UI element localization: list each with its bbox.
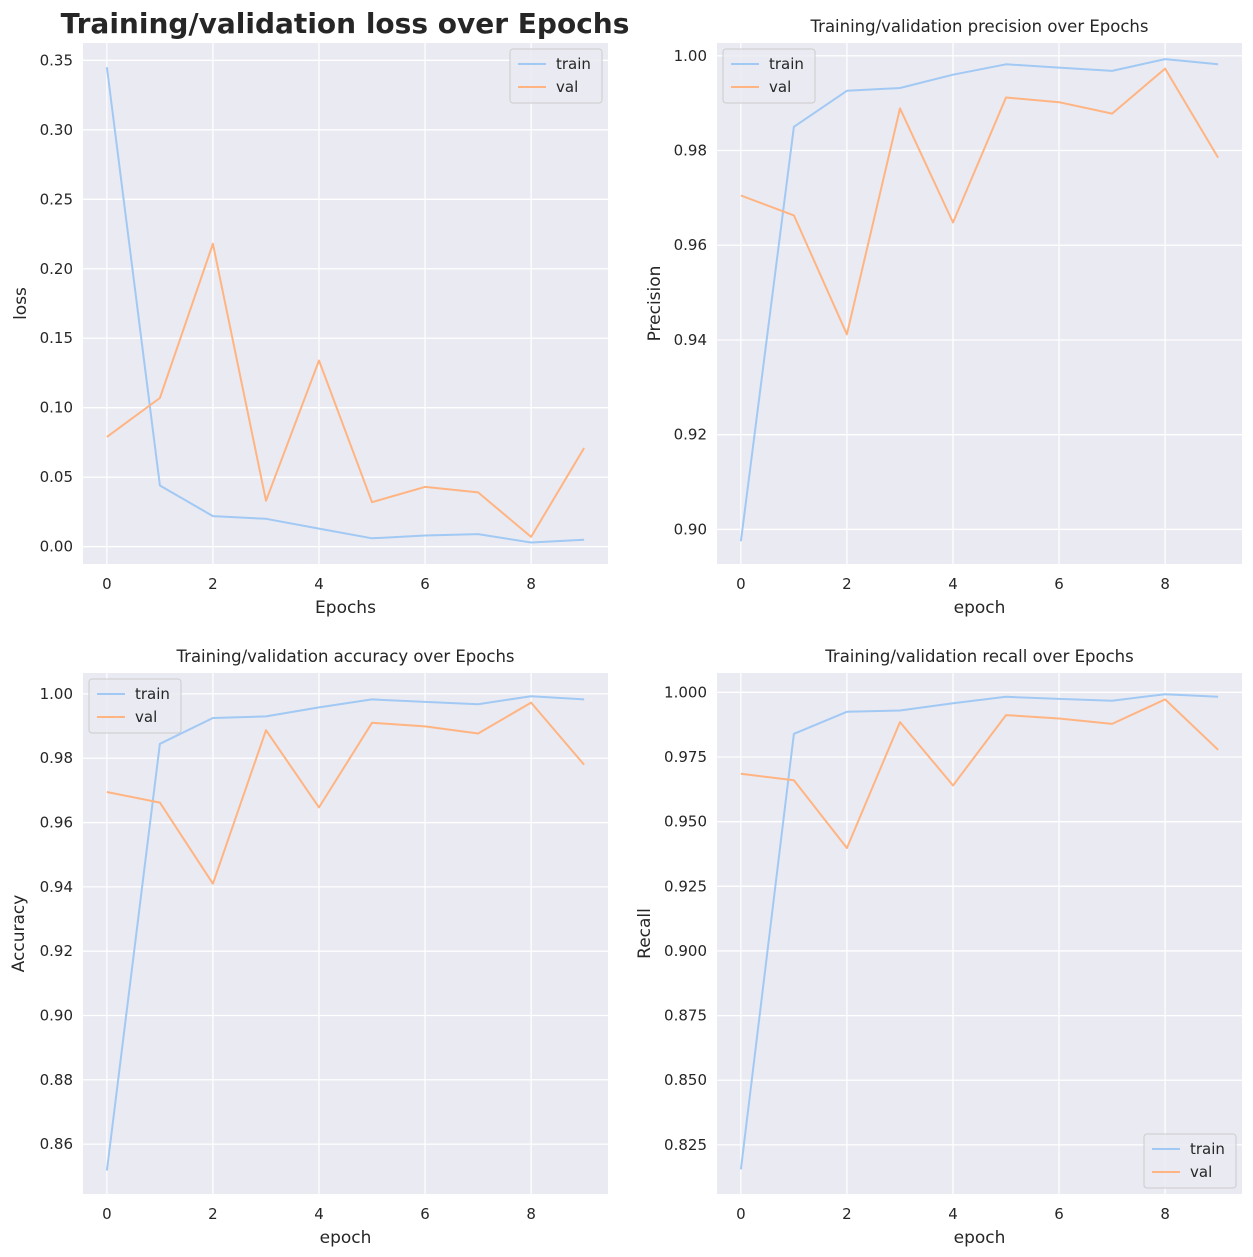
legend-label-train-1: train — [769, 55, 804, 73]
y-axis-label-0: loss — [11, 287, 31, 320]
series-line-val-3 — [740, 698, 1219, 849]
legend-box-0 — [509, 48, 603, 104]
legend-label-val-1: val — [769, 78, 791, 96]
x-tick-label-0-0: 0 — [102, 575, 112, 593]
legend-0: train val — [509, 48, 603, 104]
chart-title-3: Training/validation recall over Epochs — [824, 647, 1133, 666]
series-line-train-3 — [739, 693, 1219, 1170]
y-tick-label-3-3: 0.900 — [664, 942, 707, 960]
plot-area-2 — [83, 673, 608, 1194]
y-tick-label-3-1: 0.850 — [664, 1071, 707, 1089]
series-line-train-2 — [105, 695, 585, 1171]
y-tick-label-2-2: 0.90 — [40, 1007, 73, 1025]
x-axis-label-2: epoch — [320, 1228, 372, 1248]
x-tick-label-1-1: 2 — [842, 575, 852, 593]
y-tick-label-3-6: 0.975 — [664, 748, 707, 766]
x-tick-label-2-3: 6 — [420, 1205, 430, 1223]
legend-2: train val — [88, 678, 182, 734]
y-tick-label-0-3: 0.15 — [40, 329, 73, 347]
x-tick-label-0-4: 8 — [526, 575, 536, 593]
y-tick-label-0-5: 0.25 — [40, 190, 73, 208]
y-tick-label-3-4: 0.925 — [664, 877, 707, 895]
chart-title-1: Training/validation precision over Epoch… — [810, 17, 1149, 36]
legend-3: train val — [1143, 1133, 1237, 1189]
chart-title-2: Training/validation accuracy over Epochs — [176, 647, 515, 666]
x-tick-label-1-3: 6 — [1054, 575, 1064, 593]
y-tick-label-0-4: 0.20 — [40, 260, 73, 278]
legend-label-train-3: train — [1190, 1140, 1225, 1158]
legend-box-3 — [1143, 1133, 1237, 1189]
y-tick-label-3-0: 0.825 — [664, 1136, 707, 1154]
x-tick-label-0-1: 2 — [208, 575, 218, 593]
plot-area-3 — [717, 673, 1242, 1194]
y-tick-label-2-7: 1.00 — [40, 685, 73, 703]
x-tick-label-1-4: 8 — [1160, 575, 1170, 593]
legend-label-val-0: val — [556, 78, 578, 96]
legend-1: train val — [722, 48, 816, 104]
y-tick-label-2-6: 0.98 — [40, 749, 73, 767]
y-tick-label-3-5: 0.950 — [664, 813, 707, 831]
y-tick-label-3-7: 1.000 — [664, 683, 707, 701]
x-axis-label-1: epoch — [954, 598, 1006, 618]
y-tick-label-2-5: 0.96 — [40, 814, 73, 832]
legend-label-train-0: train — [556, 55, 591, 73]
y-tick-label-1-1: 0.92 — [674, 426, 707, 444]
y-tick-label-1-5: 1.00 — [674, 47, 707, 65]
legend-box-2 — [88, 678, 182, 734]
plot-area-1 — [717, 43, 1242, 564]
x-tick-label-1-2: 4 — [948, 575, 958, 593]
x-tick-label-1-0: 0 — [736, 575, 746, 593]
y-tick-label-1-4: 0.98 — [674, 142, 707, 160]
x-tick-label-2-0: 0 — [102, 1205, 112, 1223]
x-tick-label-2-2: 4 — [314, 1205, 324, 1223]
legend-label-train-2: train — [135, 685, 170, 703]
chart-panel-0: 0 2 4 6 8 0.00 0.05 0.10 0.15 0.20 0.25 0.30 0.35 Tra… — [11, 7, 629, 618]
y-tick-label-3-2: 0.875 — [664, 1007, 707, 1025]
y-tick-label-0-0: 0.00 — [40, 538, 73, 556]
series-line-val-2 — [106, 701, 585, 885]
chart-panel-3: 0 2 4 6 8 0.825 0.850 0.875 0.900 0.925 0.950 0.975… — [635, 647, 1242, 1248]
x-tick-label-0-2: 4 — [314, 575, 324, 593]
legend-box-1 — [722, 48, 816, 104]
y-tick-label-0-6: 0.30 — [40, 121, 73, 139]
chart-title-0: Training/validation loss over Epochs — [61, 7, 630, 40]
legend-label-val-3: val — [1190, 1163, 1212, 1181]
series-line-train-1 — [739, 58, 1219, 542]
chart-panel-2: 0 2 4 6 8 0.86 0.88 0.90 0.92 0.94 0.96 0.98 1.00 Tra… — [9, 647, 608, 1248]
y-tick-label-2-1: 0.88 — [40, 1071, 73, 1089]
x-tick-label-3-1: 2 — [842, 1205, 852, 1223]
x-tick-label-3-2: 4 — [948, 1205, 958, 1223]
series-line-train-0 — [105, 67, 585, 544]
x-axis-label-3: epoch — [954, 1228, 1006, 1248]
x-tick-label-2-4: 8 — [526, 1205, 536, 1223]
y-axis-label-1: Precision — [645, 266, 665, 342]
y-tick-label-2-3: 0.92 — [40, 942, 73, 960]
series-line-val-0 — [106, 242, 585, 538]
x-axis-label-0: Epochs — [315, 598, 376, 618]
legend-label-val-2: val — [135, 708, 157, 726]
x-tick-label-3-3: 6 — [1054, 1205, 1064, 1223]
y-tick-label-0-1: 0.05 — [40, 468, 73, 486]
x-tick-label-3-0: 0 — [736, 1205, 746, 1223]
y-tick-label-1-3: 0.96 — [674, 236, 707, 254]
series-line-val-1 — [740, 67, 1219, 336]
y-tick-label-0-7: 0.35 — [40, 51, 73, 69]
x-tick-label-3-4: 8 — [1160, 1205, 1170, 1223]
y-tick-label-2-0: 0.86 — [40, 1135, 73, 1153]
chart-panel-1: 0 2 4 6 8 0.90 0.92 0.94 0.96 0.98 1.00 Training/va… — [645, 17, 1242, 618]
y-tick-label-1-0: 0.90 — [674, 520, 707, 538]
y-tick-label-1-2: 0.94 — [674, 331, 707, 349]
y-tick-label-0-2: 0.10 — [40, 399, 73, 417]
y-axis-label-3: Recall — [635, 908, 655, 959]
x-tick-label-2-1: 2 — [208, 1205, 218, 1223]
x-tick-label-0-3: 6 — [420, 575, 430, 593]
y-axis-label-2: Accuracy — [9, 895, 29, 973]
y-tick-label-2-4: 0.94 — [40, 878, 73, 896]
